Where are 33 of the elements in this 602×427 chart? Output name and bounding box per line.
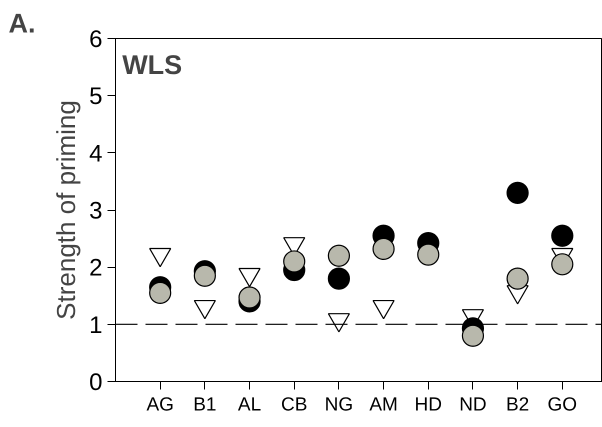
point <box>551 253 574 276</box>
x-tick-label: B2 <box>506 394 530 416</box>
point <box>372 238 395 260</box>
point <box>194 264 216 287</box>
y-tick-label: 5 <box>89 83 103 110</box>
y-tick-label: 6 <box>89 26 103 53</box>
x-tick-label: AG <box>146 394 174 416</box>
point <box>149 282 172 304</box>
y-tick-label: 2 <box>89 254 103 282</box>
point <box>506 268 529 290</box>
x-tick-label: B1 <box>193 394 216 416</box>
point <box>283 250 306 273</box>
x-tick-label: AM <box>369 394 398 416</box>
x-tick-label: CB <box>281 394 308 416</box>
point <box>551 224 574 247</box>
x-tick-label: AL <box>238 394 262 416</box>
point <box>328 268 350 290</box>
point <box>238 286 261 309</box>
chart-title: WLS <box>122 50 182 80</box>
x-tick-label: GO <box>548 394 578 416</box>
x-tick-label: NG <box>324 394 354 416</box>
point <box>328 244 350 267</box>
y-tick-label: 4 <box>89 140 103 168</box>
point <box>417 244 440 266</box>
y-tick-label: 0 <box>89 369 103 396</box>
y-tick-label: 3 <box>89 198 103 224</box>
text: A. <box>8 8 36 38</box>
x-tick-label: ND <box>459 394 487 416</box>
point <box>506 182 529 204</box>
point <box>462 324 484 347</box>
x-tick-label: HD <box>414 394 442 416</box>
y-axis-title: Strength of priming <box>51 100 82 320</box>
y-tick-label: 1 <box>89 312 103 339</box>
